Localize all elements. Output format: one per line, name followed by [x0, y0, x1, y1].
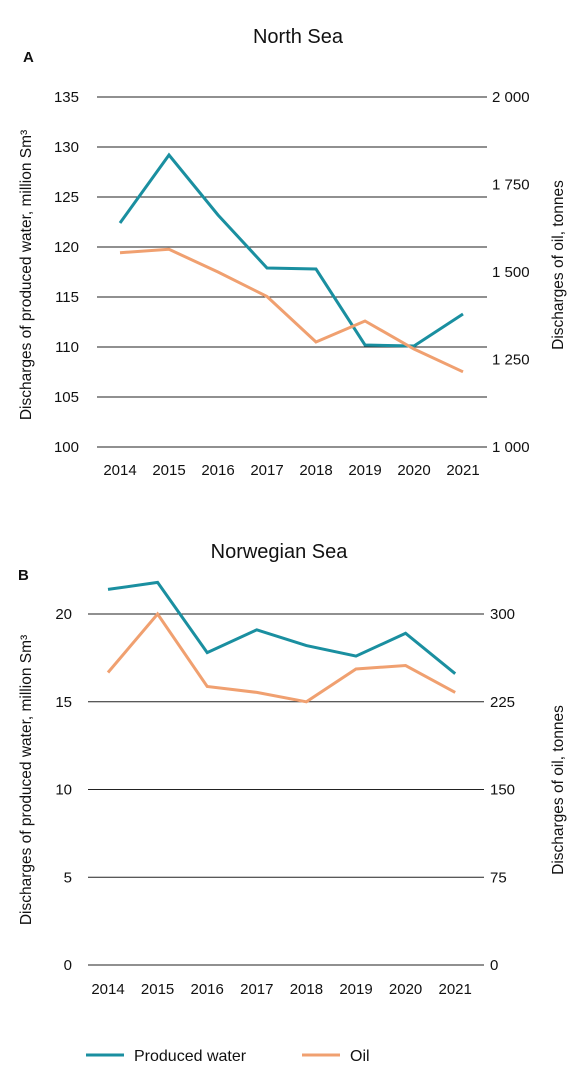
legend: Produced water Oil	[86, 1048, 370, 1065]
x-tick-b-2019: 2019	[339, 981, 372, 998]
x-tick-a-2018: 2018	[299, 462, 332, 479]
y-tick-left-b-3: 15	[55, 694, 72, 711]
x-tick-b-2018: 2018	[290, 981, 323, 998]
y-tick-left-b-4: 20	[55, 606, 72, 623]
panel-a: North Sea A Discharges of produced water…	[18, 26, 567, 479]
y-tick-left-a-2: 110	[55, 339, 79, 356]
x-tick-a-2019: 2019	[348, 462, 381, 479]
y-tick-right-b-2: 150	[490, 782, 515, 799]
y-axis-label-left-a: Discharges of produced water, million Sm…	[18, 130, 35, 420]
y-tick-right-b-1: 75	[490, 869, 507, 886]
series-line-oil-a	[119, 247, 464, 374]
y-tick-right-a-4: 2 000	[492, 89, 530, 106]
x-tick-b-2020: 2020	[389, 981, 422, 998]
y-tick-left-a-4: 120	[54, 239, 79, 256]
x-tick-b-2014: 2014	[91, 981, 124, 998]
x-tick-b-2016: 2016	[191, 981, 224, 998]
chart-title-b: Norwegian Sea	[211, 541, 349, 563]
y-tick-left-a-7: 135	[54, 89, 79, 106]
y-tick-left-b-2: 10	[55, 782, 72, 799]
y-ticks-right-b: 0 75 150 225 300	[490, 606, 515, 974]
y-tick-right-a-0: 1 000	[492, 439, 530, 456]
y-ticks-right-a: 1 000 1 250 1 500 1 750 2 000	[492, 89, 530, 456]
x-tick-b-2021: 2021	[439, 981, 472, 998]
y-tick-right-a-2: 1 500	[492, 264, 530, 281]
y-tick-right-b-0: 0	[490, 957, 498, 974]
y-axis-label-left-b: Discharges of produced water, million Sm…	[18, 635, 35, 925]
y-tick-right-a-3: 1 750	[492, 177, 530, 194]
y-axis-label-right-a: Discharges of oil, tonnes	[550, 180, 567, 350]
gridlines-b	[88, 613, 484, 966]
panel-letter-a: A	[23, 49, 34, 66]
y-tick-right-b-3: 225	[490, 694, 515, 711]
x-tick-b-2015: 2015	[141, 981, 174, 998]
x-tick-a-2020: 2020	[397, 462, 430, 479]
x-tick-a-2021: 2021	[446, 462, 479, 479]
y-tick-left-a-0: 100	[54, 439, 79, 456]
x-ticks-a: 2014 2015 2016 2017 2018 2019 2020 2021	[103, 462, 479, 479]
gridlines-a	[97, 96, 487, 448]
x-tick-a-2017: 2017	[250, 462, 283, 479]
y-tick-left-b-0: 0	[64, 957, 72, 974]
y-tick-left-a-3: 115	[55, 289, 79, 306]
y-tick-left-a-6: 130	[54, 139, 79, 156]
panel-letter-b: B	[18, 567, 29, 584]
x-tick-a-2016: 2016	[201, 462, 234, 479]
y-tick-right-b-4: 300	[490, 606, 515, 623]
series-line-oil-b	[106, 611, 456, 704]
y-tick-left-b-1: 5	[64, 869, 72, 886]
y-ticks-left-b: 0 5 10 15 20	[55, 606, 72, 974]
y-tick-left-a-1: 105	[54, 389, 79, 406]
x-ticks-b: 2014 2015 2016 2017 2018 2019 2020 2021	[91, 981, 472, 998]
y-tick-right-a-1: 1 250	[492, 352, 530, 369]
y-ticks-left-a: 100 105 110 115 120 125 130 135	[54, 89, 79, 456]
series-line-produced-water-b	[107, 580, 457, 675]
x-tick-a-2015: 2015	[152, 462, 185, 479]
legend-label-produced-water: Produced water	[134, 1048, 247, 1065]
x-tick-a-2014: 2014	[103, 462, 136, 479]
series-b	[106, 580, 457, 704]
legend-label-oil: Oil	[350, 1048, 370, 1065]
panel-b: Norwegian Sea B Discharges of produced w…	[18, 541, 567, 998]
chart-title-a: North Sea	[253, 26, 344, 48]
y-tick-left-a-5: 125	[54, 189, 79, 206]
x-tick-b-2017: 2017	[240, 981, 273, 998]
y-axis-label-right-b: Discharges of oil, tonnes	[550, 705, 567, 875]
series-a	[118, 152, 464, 374]
